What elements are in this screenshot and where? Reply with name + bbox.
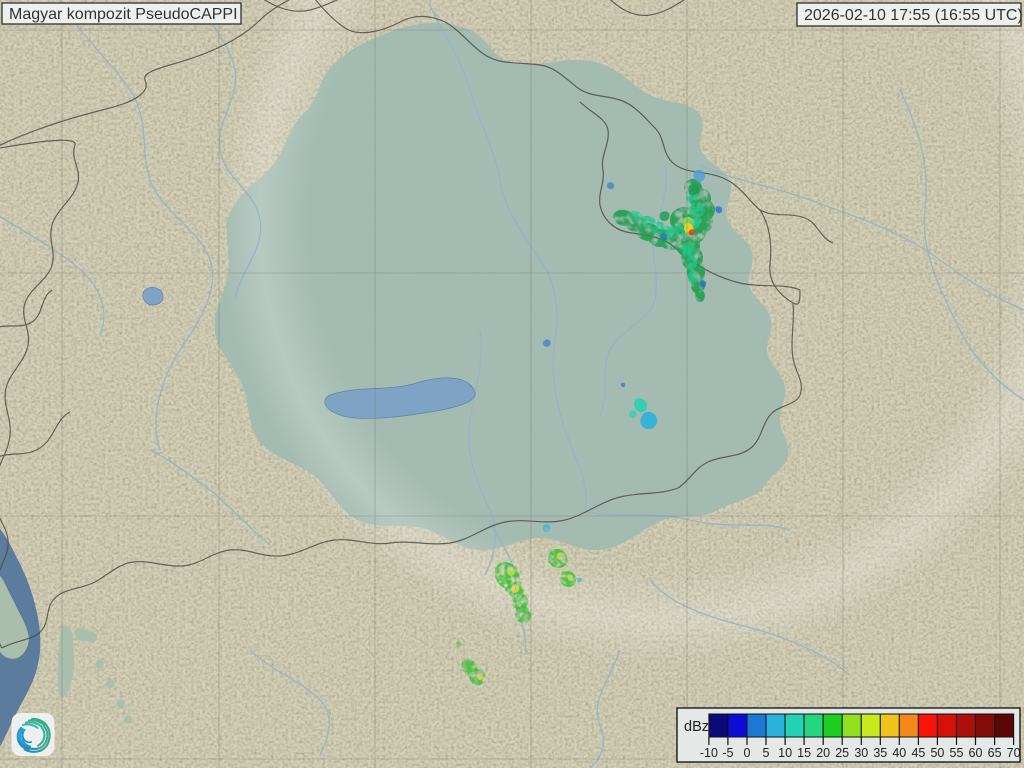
svg-text:70: 70 <box>1007 746 1021 760</box>
svg-text:50: 50 <box>930 746 944 760</box>
svg-text:-10: -10 <box>700 746 718 760</box>
svg-text:10: 10 <box>778 746 792 760</box>
svg-text:Magyar kompozit PseudoCAPPI: Magyar kompozit PseudoCAPPI <box>9 6 238 23</box>
svg-text:65: 65 <box>988 746 1002 760</box>
svg-text:2026-02-10 17:55 (16:55 UTC): 2026-02-10 17:55 (16:55 UTC) <box>804 7 1023 24</box>
svg-text:0: 0 <box>744 746 751 760</box>
svg-text:40: 40 <box>892 746 906 760</box>
svg-text:55: 55 <box>950 746 964 760</box>
svg-text:20: 20 <box>816 746 830 760</box>
svg-text:30: 30 <box>854 746 868 760</box>
svg-text:25: 25 <box>835 746 849 760</box>
svg-text:5: 5 <box>763 746 770 760</box>
svg-text:15: 15 <box>797 746 811 760</box>
svg-text:-5: -5 <box>722 746 733 760</box>
svg-text:45: 45 <box>911 746 925 760</box>
svg-text:60: 60 <box>969 746 983 760</box>
svg-text:dBz: dBz <box>684 719 709 735</box>
svg-text:35: 35 <box>873 746 887 760</box>
